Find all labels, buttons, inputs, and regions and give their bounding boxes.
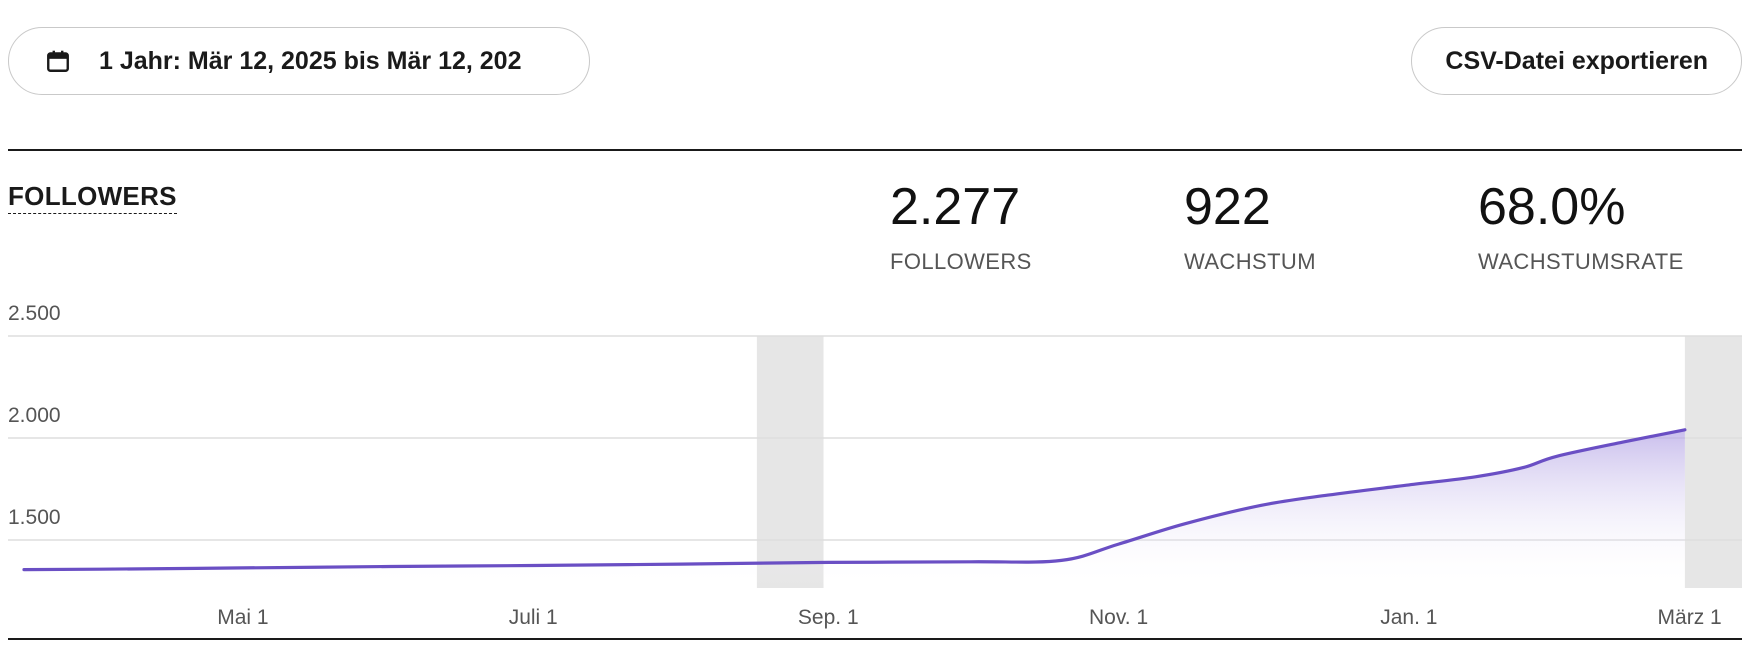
followers-area — [24, 429, 1685, 588]
x-tick-label: März 1 — [1658, 606, 1722, 629]
x-tick-label: Jan. 1 — [1380, 606, 1437, 629]
export-csv-button[interactable]: CSV-Datei exportieren — [1411, 27, 1742, 95]
section-title[interactable]: FOLLOWERS — [8, 181, 177, 214]
followers-line — [22, 428, 1687, 572]
y-tick-label: 2.000 — [8, 404, 61, 427]
y-tick-label: 2.500 — [8, 302, 61, 325]
x-tick-label: Juli 1 — [509, 606, 558, 629]
stat-growth-label: WACHSTUM — [1184, 249, 1316, 274]
stat-growth-rate-value: 68.0% — [1478, 178, 1626, 236]
bottom-divider — [8, 638, 1742, 640]
stat-growth: 922 WACHSTUM — [1184, 178, 1316, 275]
stat-growth-value: 922 — [1184, 178, 1271, 236]
stat-followers-label: FOLLOWERS — [890, 249, 1032, 274]
stat-followers-value: 2.277 — [890, 178, 1021, 236]
top-divider — [8, 149, 1742, 151]
stat-growth-rate: 68.0% WACHSTUMSRATE — [1478, 178, 1684, 275]
stat-followers: 2.277 FOLLOWERS — [890, 178, 1032, 275]
x-tick-label: Sep. 1 — [798, 606, 859, 629]
date-range-label: 1 Jahr: Mär 12, 2025 bis Mär 12, 202 — [99, 46, 522, 75]
x-tick-label: Mai 1 — [217, 606, 268, 629]
highlight-band-1 — [1684, 336, 1742, 588]
stat-growth-rate-label: WACHSTUMSRATE — [1478, 249, 1684, 274]
highlight-band-0 — [756, 336, 824, 588]
calendar-icon — [47, 50, 69, 72]
y-tick-label: 1.500 — [8, 506, 61, 529]
date-range-button[interactable]: 1 Jahr: Mär 12, 2025 bis Mär 12, 202 — [8, 27, 590, 95]
x-tick-label: Nov. 1 — [1089, 606, 1148, 629]
